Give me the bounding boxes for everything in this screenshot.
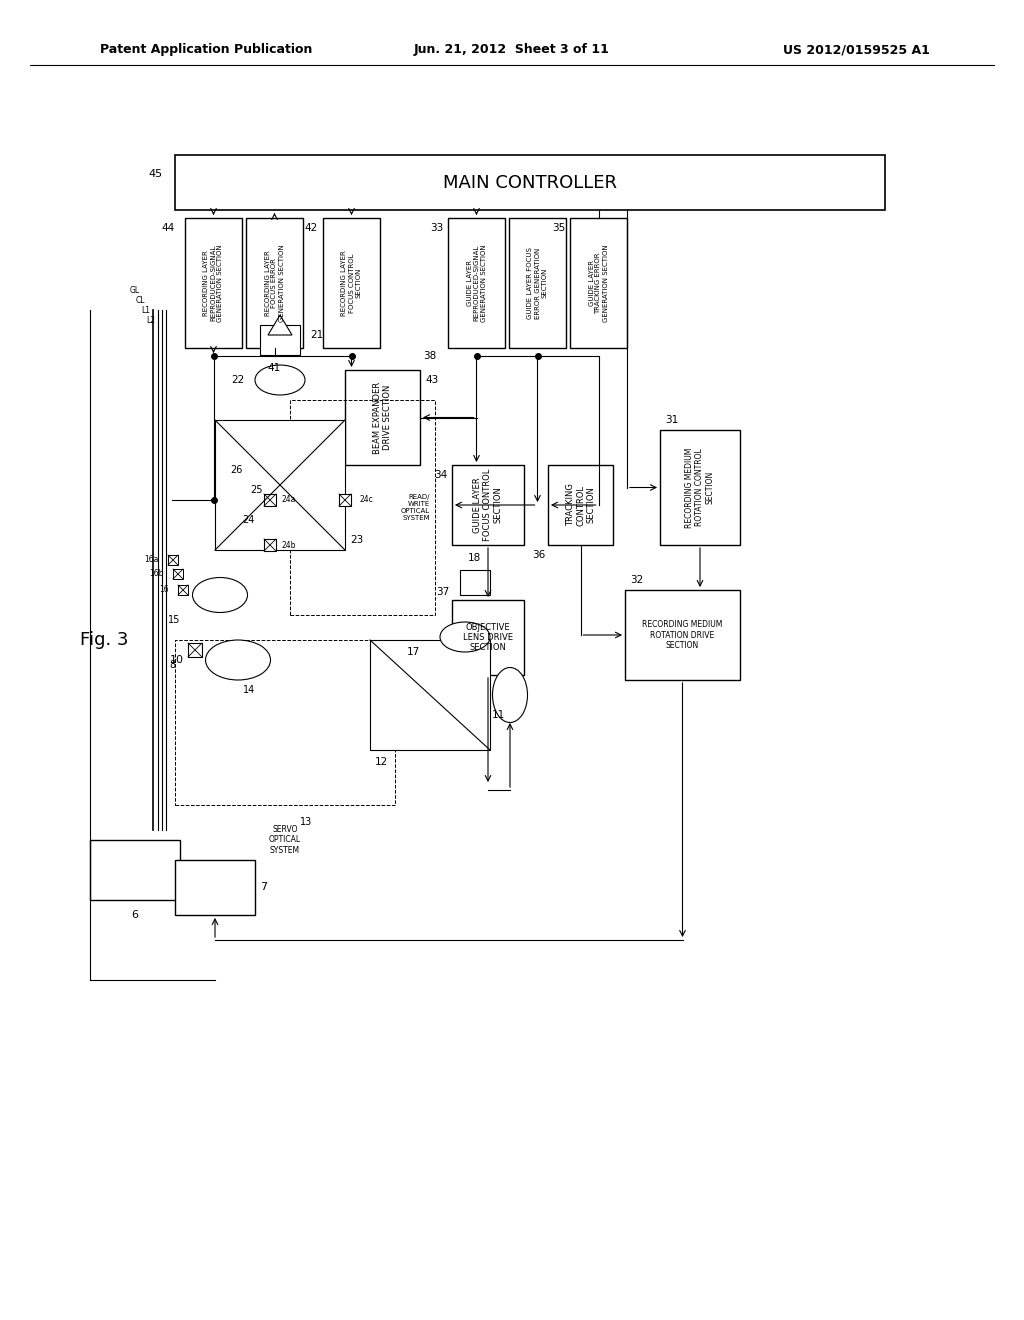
Text: GUIDE LAYER
REPRODUCED-SIGNAL
GENERATION SECTION: GUIDE LAYER REPRODUCED-SIGNAL GENERATION… xyxy=(467,244,486,322)
Text: 14: 14 xyxy=(243,685,255,696)
Bar xyxy=(290,400,435,615)
Bar xyxy=(660,430,740,545)
Bar xyxy=(509,218,566,348)
Text: 8: 8 xyxy=(169,660,175,671)
Text: GUIDE LAYER
TRACKING ERROR
GENERATION SECTION: GUIDE LAYER TRACKING ERROR GENERATION SE… xyxy=(589,244,608,322)
Text: CL: CL xyxy=(135,296,145,305)
Text: 34: 34 xyxy=(434,470,447,480)
Text: 45: 45 xyxy=(148,169,163,180)
Text: L1: L1 xyxy=(141,306,150,315)
Text: 26: 26 xyxy=(230,465,243,475)
Text: 17: 17 xyxy=(407,647,420,657)
Text: 23: 23 xyxy=(350,535,364,545)
Text: 11: 11 xyxy=(492,710,505,719)
Bar xyxy=(370,640,490,750)
Bar xyxy=(460,570,490,595)
Bar xyxy=(188,643,202,657)
Bar xyxy=(323,218,380,348)
Text: GUIDE LAYER FOCUS
ERROR GENERATION
SECTION: GUIDE LAYER FOCUS ERROR GENERATION SECTI… xyxy=(527,247,548,319)
Bar xyxy=(173,569,183,579)
Text: 43: 43 xyxy=(425,375,438,385)
Text: 21: 21 xyxy=(310,330,324,341)
Bar xyxy=(178,585,188,595)
Text: OBJECTIVE
LENS DRIVE
SECTION: OBJECTIVE LENS DRIVE SECTION xyxy=(463,623,513,652)
Text: SERVO
OPTICAL
SYSTEM: SERVO OPTICAL SYSTEM xyxy=(269,825,301,855)
Bar xyxy=(246,218,303,348)
Text: 16a: 16a xyxy=(144,556,159,565)
Text: GL: GL xyxy=(130,286,140,294)
Bar xyxy=(264,539,276,550)
Text: 7: 7 xyxy=(260,883,267,892)
Bar xyxy=(264,494,276,506)
Bar xyxy=(625,590,740,680)
Bar xyxy=(548,465,613,545)
Text: Patent Application Publication: Patent Application Publication xyxy=(100,44,312,57)
Text: 37: 37 xyxy=(436,587,449,597)
Text: MAIN CONTROLLER: MAIN CONTROLLER xyxy=(443,173,617,191)
Ellipse shape xyxy=(255,366,305,395)
Text: US 2012/0159525 A1: US 2012/0159525 A1 xyxy=(783,44,930,57)
Ellipse shape xyxy=(206,640,270,680)
Text: 22: 22 xyxy=(231,375,245,385)
Text: 36: 36 xyxy=(531,550,545,560)
FancyBboxPatch shape xyxy=(260,325,300,355)
Text: 38: 38 xyxy=(423,351,436,360)
Text: 16b: 16b xyxy=(150,569,164,578)
Text: 10: 10 xyxy=(170,655,184,665)
Bar xyxy=(339,494,351,506)
Text: RECORDING LAYER
FOCUS CONTROL
SECTION: RECORDING LAYER FOCUS CONTROL SECTION xyxy=(341,249,361,315)
Text: GUIDE LAYER
FOCUS CONTROL
SECTION: GUIDE LAYER FOCUS CONTROL SECTION xyxy=(473,469,503,541)
Text: 35: 35 xyxy=(552,223,565,234)
Bar xyxy=(175,861,255,915)
Text: 13: 13 xyxy=(300,817,312,828)
Ellipse shape xyxy=(193,578,248,612)
Bar xyxy=(452,465,524,545)
Text: RECORDING LAYER
FOCUS ERROR
GENERATION SECTION: RECORDING LAYER FOCUS ERROR GENERATION S… xyxy=(264,244,285,322)
Text: 12: 12 xyxy=(375,756,388,767)
Text: 24b: 24b xyxy=(282,540,297,549)
Bar xyxy=(175,640,395,805)
Text: Fig. 3: Fig. 3 xyxy=(80,631,128,649)
Text: RECORDING LAYER
REPRODUCED-SIGNAL
GENERATION SECTION: RECORDING LAYER REPRODUCED-SIGNAL GENERA… xyxy=(204,244,223,322)
Text: BEAM EXPANDER
DRIVE SECTION: BEAM EXPANDER DRIVE SECTION xyxy=(373,381,392,454)
Ellipse shape xyxy=(440,622,490,652)
Text: 33: 33 xyxy=(430,223,443,234)
Text: 41: 41 xyxy=(268,363,282,374)
Bar xyxy=(449,218,505,348)
Text: 15: 15 xyxy=(168,615,180,624)
Bar xyxy=(90,840,180,900)
Bar xyxy=(345,370,420,465)
Bar xyxy=(185,218,242,348)
Bar xyxy=(175,154,885,210)
Bar xyxy=(168,554,178,565)
Bar xyxy=(452,601,524,675)
Bar xyxy=(215,420,345,550)
Bar xyxy=(570,218,627,348)
Text: 16: 16 xyxy=(160,586,169,594)
Text: TRACKING
CONTROL
SECTION: TRACKING CONTROL SECTION xyxy=(565,483,595,527)
Ellipse shape xyxy=(493,668,527,722)
Text: 31: 31 xyxy=(665,414,678,425)
Text: Jun. 21, 2012  Sheet 3 of 11: Jun. 21, 2012 Sheet 3 of 11 xyxy=(414,44,610,57)
Text: RECORDING MEDIUM
ROTATION DRIVE
SECTION: RECORDING MEDIUM ROTATION DRIVE SECTION xyxy=(642,620,723,649)
Text: 32: 32 xyxy=(630,576,643,585)
Text: 24a: 24a xyxy=(282,495,296,504)
Text: 6: 6 xyxy=(131,909,138,920)
Text: 25: 25 xyxy=(250,484,262,495)
Text: L2: L2 xyxy=(146,315,155,325)
Text: 24: 24 xyxy=(243,515,255,525)
Text: 42: 42 xyxy=(305,223,318,234)
Polygon shape xyxy=(268,315,292,335)
Text: 24c: 24c xyxy=(359,495,373,504)
Text: 18: 18 xyxy=(468,553,481,564)
Text: RECORDING MEDIUM
ROTATION CONTROL
SECTION: RECORDING MEDIUM ROTATION CONTROL SECTIO… xyxy=(685,447,715,528)
Text: READ/
WRITE
OPTICAL
SYSTEM: READ/ WRITE OPTICAL SYSTEM xyxy=(400,494,430,521)
Text: 44: 44 xyxy=(162,223,175,234)
